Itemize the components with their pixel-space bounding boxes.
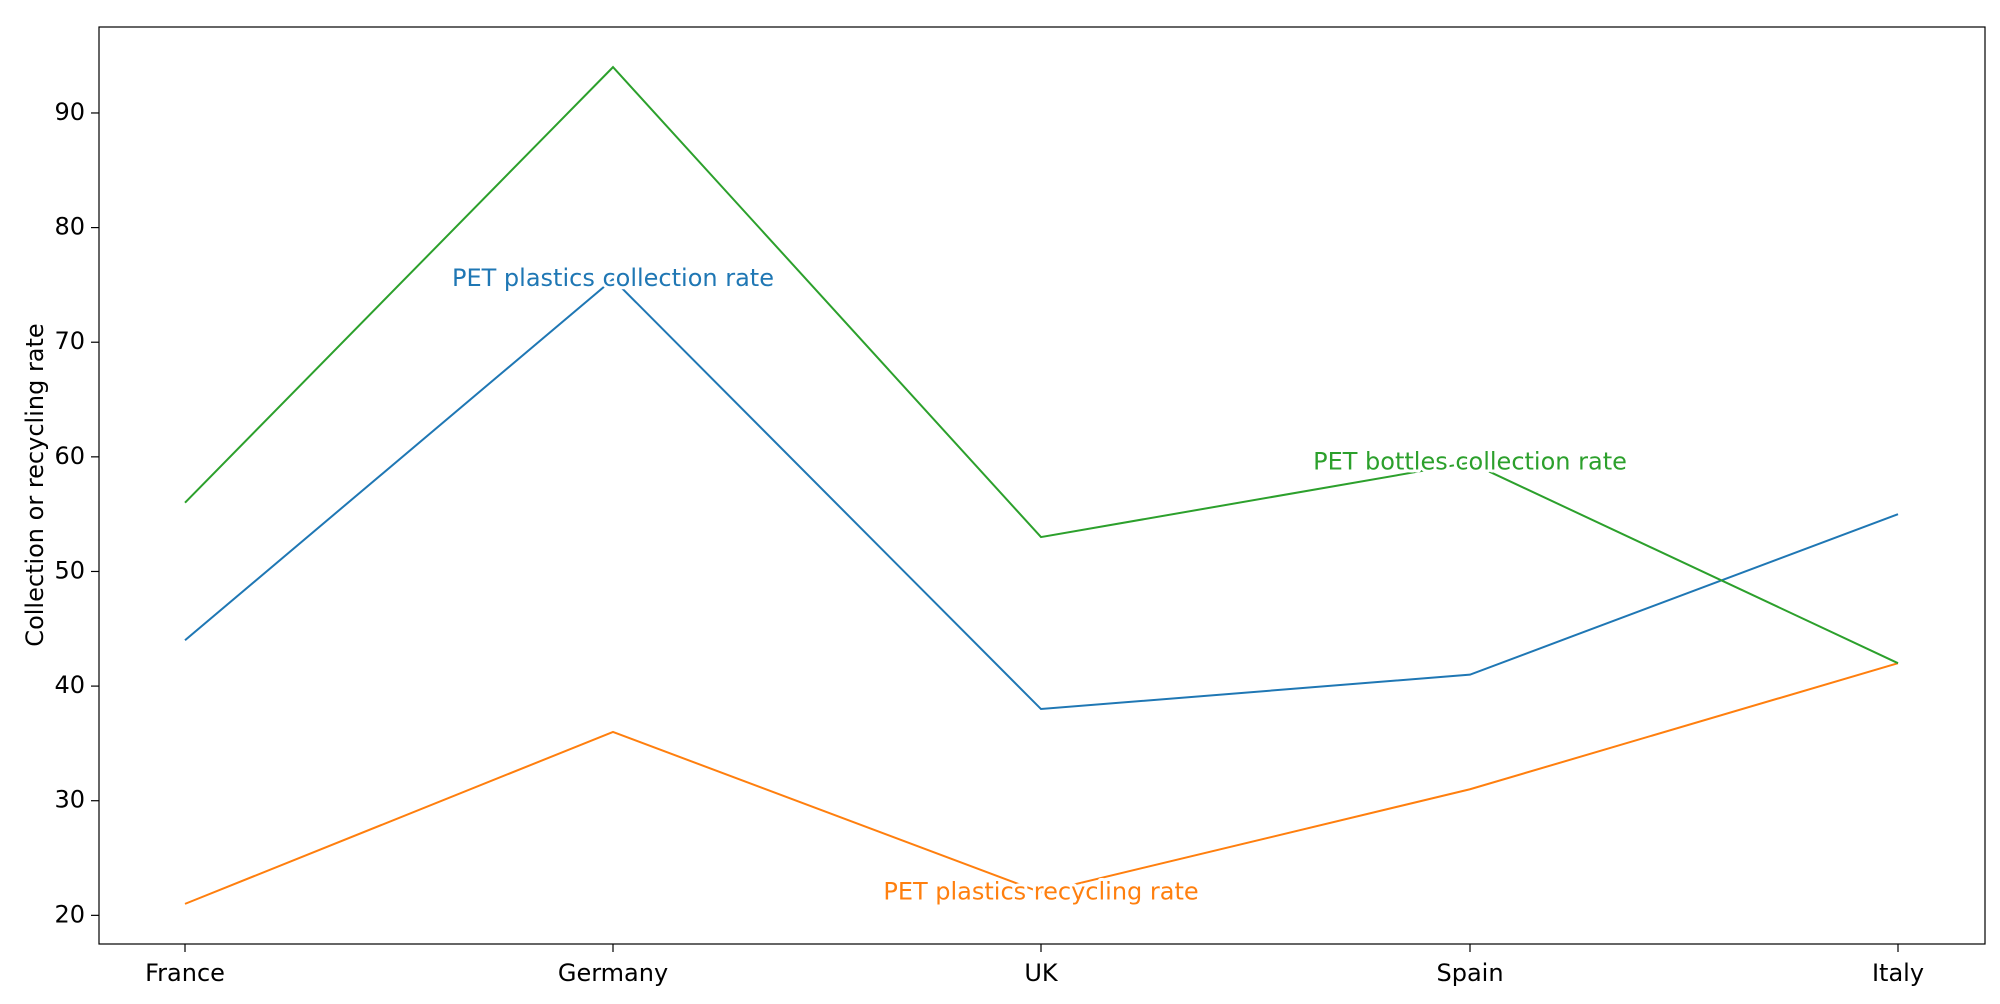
x-tick-label: UK <box>1024 959 1059 987</box>
series-line <box>184 662 1899 905</box>
y-tick-label: 20 <box>54 900 85 928</box>
y-tick-label: 40 <box>54 671 85 699</box>
x-tick-label: Spain <box>1436 959 1503 987</box>
y-axis-label: Collection or recycling rate <box>21 323 49 646</box>
series-layer <box>184 65 1899 905</box>
x-tick-label: Germany <box>558 959 668 987</box>
series-line <box>184 65 1899 665</box>
y-tick-label: 50 <box>54 556 85 584</box>
series-label-layer: PET plastics collection rate PET plastics… <box>449 261 1630 908</box>
x-axis: France Germany UK Spain Italy <box>145 944 1924 987</box>
series-line <box>184 277 1899 711</box>
y-tick-label: 70 <box>54 327 85 355</box>
series-label: PET plastics recycling rate <box>883 877 1198 905</box>
plot-frame <box>98 26 1986 945</box>
y-tick-label: 80 <box>54 213 85 241</box>
y-tick-label: 60 <box>54 442 85 470</box>
series-label-halo: PET plastics recycling rate <box>883 877 1198 905</box>
y-axis: 20 30 40 50 60 70 80 90 <box>54 98 99 928</box>
x-tick-label: Italy <box>1872 959 1924 987</box>
series-label: PET bottles collection rate <box>1313 448 1627 476</box>
series-label-halo: PET bottles collection rate <box>1313 448 1627 476</box>
series-label-halo: PET plastics collection rate <box>452 264 774 292</box>
y-tick-label: 90 <box>54 98 85 126</box>
series-label: PET plastics collection rate <box>452 264 774 292</box>
plot-area <box>98 26 1986 945</box>
y-tick-label: 30 <box>54 786 85 814</box>
x-tick-label: France <box>145 959 225 987</box>
